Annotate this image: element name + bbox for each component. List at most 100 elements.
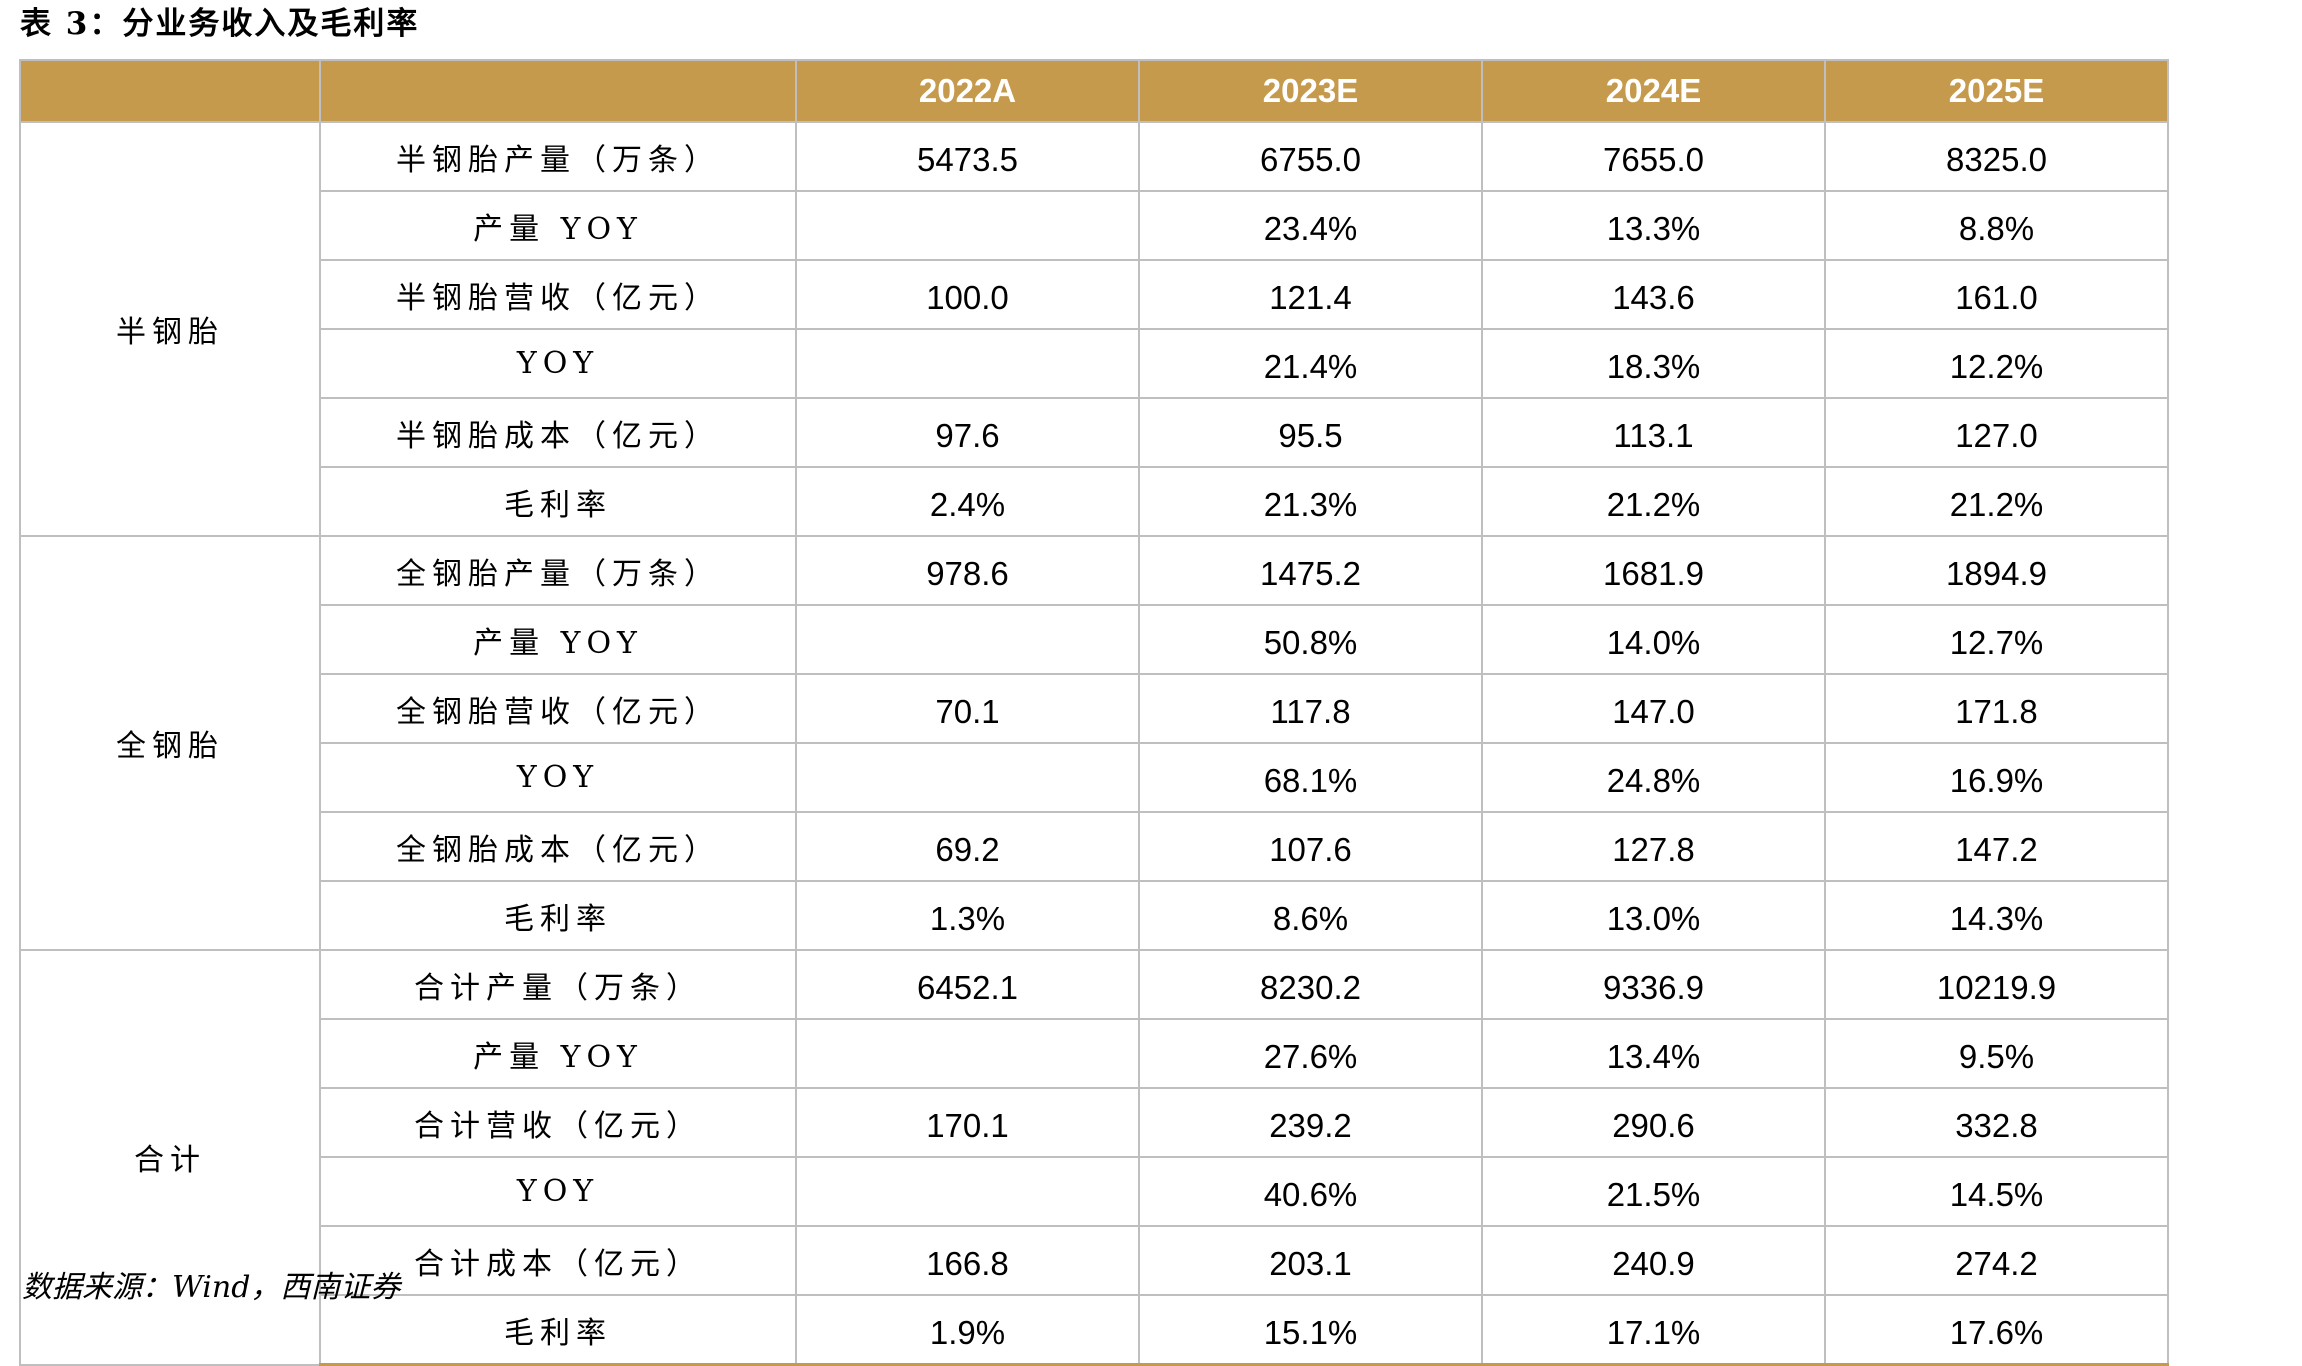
value-cell: 1.9% <box>795 1294 1140 1366</box>
row-label: 合计成本（亿元） <box>319 1225 797 1296</box>
value-cell: 107.6 <box>1138 811 1483 882</box>
row-label: 半钢胎成本（亿元） <box>319 397 797 468</box>
value-cell: 40.6% <box>1138 1156 1483 1227</box>
value-cell: 203.1 <box>1138 1225 1483 1296</box>
value-cell: 8.8% <box>1824 190 2169 261</box>
table-row: 产量 YOY 23.4% 13.3% 8.8% <box>20 190 2169 261</box>
value-cell: 50.8% <box>1138 604 1483 675</box>
value-cell: 24.8% <box>1481 742 1826 813</box>
value-cell: 978.6 <box>795 535 1140 606</box>
header-year-2024e: 2024E <box>1481 59 1826 123</box>
row-label: 毛利率 <box>319 880 797 951</box>
value-cell: 14.3% <box>1824 880 2169 951</box>
header-year-2025e: 2025E <box>1824 59 2169 123</box>
value-cell <box>795 1156 1140 1227</box>
table-row: 全钢胎 全钢胎产量（万条） 978.6 1475.2 1681.9 1894.9 <box>19 535 2169 951</box>
value-cell: 13.4% <box>1481 1018 1826 1089</box>
value-cell: 10219.9 <box>1824 949 2169 1020</box>
value-cell: 17.6% <box>1824 1294 2169 1366</box>
value-cell <box>795 742 1140 813</box>
header-group-cell <box>19 59 321 123</box>
value-cell: 68.1% <box>1138 742 1483 813</box>
group-label: 半钢胎 <box>19 121 321 537</box>
value-cell: 332.8 <box>1824 1087 2169 1158</box>
value-cell: 6755.0 <box>1138 121 1483 192</box>
value-cell: 21.2% <box>1824 466 2169 537</box>
value-cell: 121.4 <box>1138 259 1483 330</box>
row-label: 产量 YOY <box>319 1018 797 1089</box>
row-label: 毛利率 <box>319 466 797 537</box>
value-cell: 97.6 <box>795 397 1140 468</box>
header-row: 2022A 2023E 2024E 2025E <box>19 59 2169 123</box>
row-label: 合计产量（万条） <box>319 949 797 1020</box>
value-cell: 6452.1 <box>795 949 1140 1020</box>
value-cell: 13.3% <box>1481 190 1826 261</box>
row-label: 产量 YOY <box>319 604 797 675</box>
table-row: 全钢胎成本（亿元） 69.2 107.6 127.8 147.2 <box>20 811 2169 882</box>
value-cell: 143.6 <box>1481 259 1826 330</box>
table-row: YOY 68.1% 24.8% 16.9% <box>20 742 2169 813</box>
value-cell: 274.2 <box>1824 1225 2169 1296</box>
table-row: 产量 YOY 50.8% 14.0% 12.7% <box>20 604 2169 675</box>
value-cell: 1475.2 <box>1138 535 1483 606</box>
table-row: 半钢胎营收（亿元） 100.0 121.4 143.6 161.0 <box>20 259 2169 330</box>
value-cell: 117.8 <box>1138 673 1483 744</box>
table-row: 半钢胎成本（亿元） 97.6 95.5 113.1 127.0 <box>20 397 2169 468</box>
value-cell: 290.6 <box>1481 1087 1826 1158</box>
group-label: 合计 <box>19 949 321 1366</box>
value-cell: 127.8 <box>1481 811 1826 882</box>
value-cell: 170.1 <box>795 1087 1140 1158</box>
row-label: 全钢胎产量（万条） <box>319 535 797 606</box>
value-cell: 21.5% <box>1481 1156 1826 1227</box>
header-year-2023e: 2023E <box>1138 59 1483 123</box>
value-cell: 9.5% <box>1824 1018 2169 1089</box>
table-body: 半钢胎 半钢胎产量（万条） 5473.5 6755.0 7655.0 8325.0 产量 Y… <box>19 121 2169 1366</box>
value-cell: 1894.9 <box>1824 535 2169 606</box>
value-cell: 1.3% <box>795 880 1140 951</box>
value-cell: 161.0 <box>1824 259 2169 330</box>
row-label: YOY <box>319 1156 797 1227</box>
value-cell: 127.0 <box>1824 397 2169 468</box>
row-label: 全钢胎营收（亿元） <box>319 673 797 744</box>
value-cell: 8230.2 <box>1138 949 1483 1020</box>
table-row: YOY 21.4% 18.3% 12.2% <box>20 328 2169 399</box>
table-row: 半钢胎 半钢胎产量（万条） 5473.5 6755.0 7655.0 8325.0 <box>19 121 2169 537</box>
table-title: 表 3：分业务收入及毛利率 <box>20 6 420 42</box>
value-cell: 17.1% <box>1481 1294 1826 1366</box>
table-row: 合计成本（亿元） 166.8 203.1 240.9 274.2 <box>20 1225 2169 1296</box>
value-cell: 9336.9 <box>1481 949 1826 1020</box>
row-label: 产量 YOY <box>319 190 797 261</box>
row-label: YOY <box>319 742 797 813</box>
value-cell: 100.0 <box>795 259 1140 330</box>
table-row: 毛利率 1.3% 8.6% 13.0% 14.3% <box>20 880 2169 951</box>
value-cell <box>795 328 1140 399</box>
value-cell: 2.4% <box>795 466 1140 537</box>
row-label: 半钢胎产量（万条） <box>319 121 797 192</box>
row-label: 合计营收（亿元） <box>319 1087 797 1158</box>
value-cell: 113.1 <box>1481 397 1826 468</box>
value-cell: 21.3% <box>1138 466 1483 537</box>
value-cell: 240.9 <box>1481 1225 1826 1296</box>
value-cell: 14.0% <box>1481 604 1826 675</box>
table-row: 合计 合计产量（万条） 6452.1 8230.2 9336.9 10219.9 <box>19 949 2169 1366</box>
table-row: 合计营收（亿元） 170.1 239.2 290.6 332.8 <box>20 1087 2169 1158</box>
source-note: 数据来源：Wind，西南证券 <box>22 1270 401 1305</box>
value-cell: 147.2 <box>1824 811 2169 882</box>
value-cell: 14.5% <box>1824 1156 2169 1227</box>
value-cell <box>795 1018 1140 1089</box>
row-label: 全钢胎成本（亿元） <box>319 811 797 882</box>
value-cell: 70.1 <box>795 673 1140 744</box>
value-cell: 7655.0 <box>1481 121 1826 192</box>
revenue-margin-table: 2022A 2023E 2024E 2025E 半钢胎 半钢胎产量（万条） 5473… <box>19 59 2169 1366</box>
value-cell: 5473.5 <box>795 121 1140 192</box>
table-row: 产量 YOY 27.6% 13.4% 9.5% <box>20 1018 2169 1089</box>
group-label: 全钢胎 <box>19 535 321 951</box>
value-cell: 13.0% <box>1481 880 1826 951</box>
value-cell: 18.3% <box>1481 328 1826 399</box>
table-row: 毛利率 2.4% 21.3% 21.2% 21.2% <box>20 466 2169 537</box>
value-cell: 147.0 <box>1481 673 1826 744</box>
table-row: 全钢胎营收（亿元） 70.1 117.8 147.0 171.8 <box>20 673 2169 744</box>
row-label: 半钢胎营收（亿元） <box>319 259 797 330</box>
value-cell: 16.9% <box>1824 742 2169 813</box>
table-row: YOY 40.6% 21.5% 14.5% <box>20 1156 2169 1227</box>
